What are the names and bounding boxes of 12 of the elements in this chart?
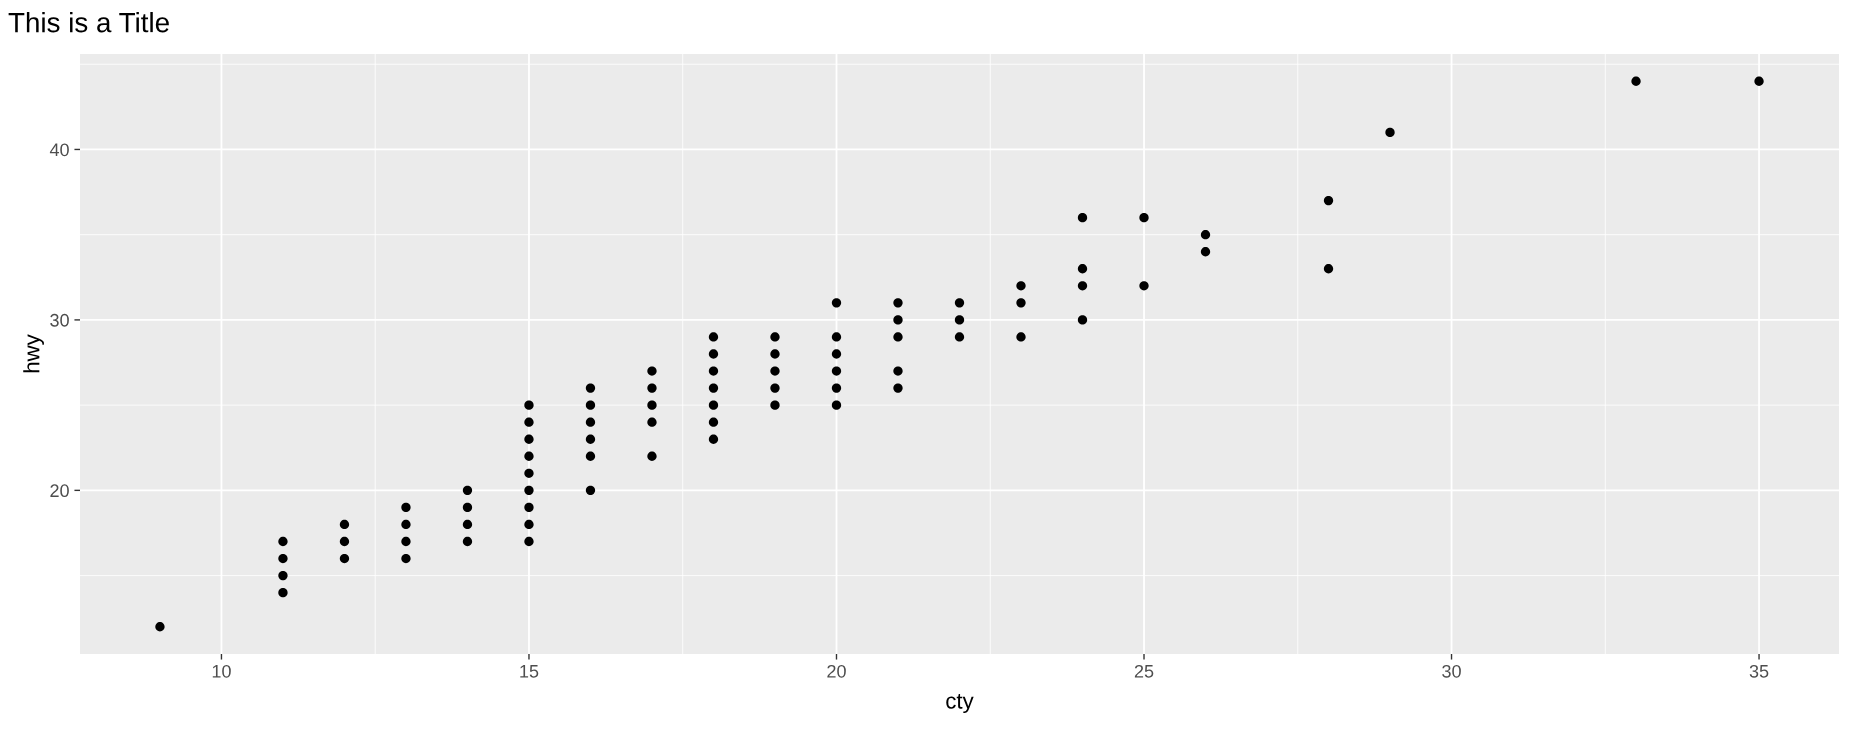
x-tick-label: 10 bbox=[212, 664, 231, 678]
x-axis-title: cty bbox=[946, 694, 974, 714]
x-tick-label: 25 bbox=[1134, 664, 1154, 678]
chart-title: This is a Title bbox=[8, 12, 169, 33]
x-tick-label: 35 bbox=[1749, 664, 1769, 678]
y-tick-label: 30 bbox=[50, 313, 69, 327]
x-tick-label: 30 bbox=[1442, 664, 1461, 678]
y-axis-title: hwy bbox=[23, 334, 44, 373]
y-tick-label: 20 bbox=[50, 484, 69, 498]
x-tick-label: 15 bbox=[520, 665, 539, 678]
y-tick-label: 40 bbox=[49, 143, 69, 157]
x-tick-label: 20 bbox=[827, 664, 846, 678]
